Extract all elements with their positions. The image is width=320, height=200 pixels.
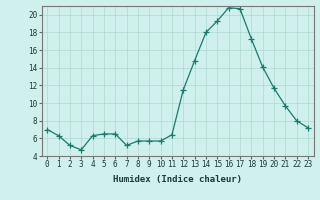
X-axis label: Humidex (Indice chaleur): Humidex (Indice chaleur) [113, 175, 242, 184]
